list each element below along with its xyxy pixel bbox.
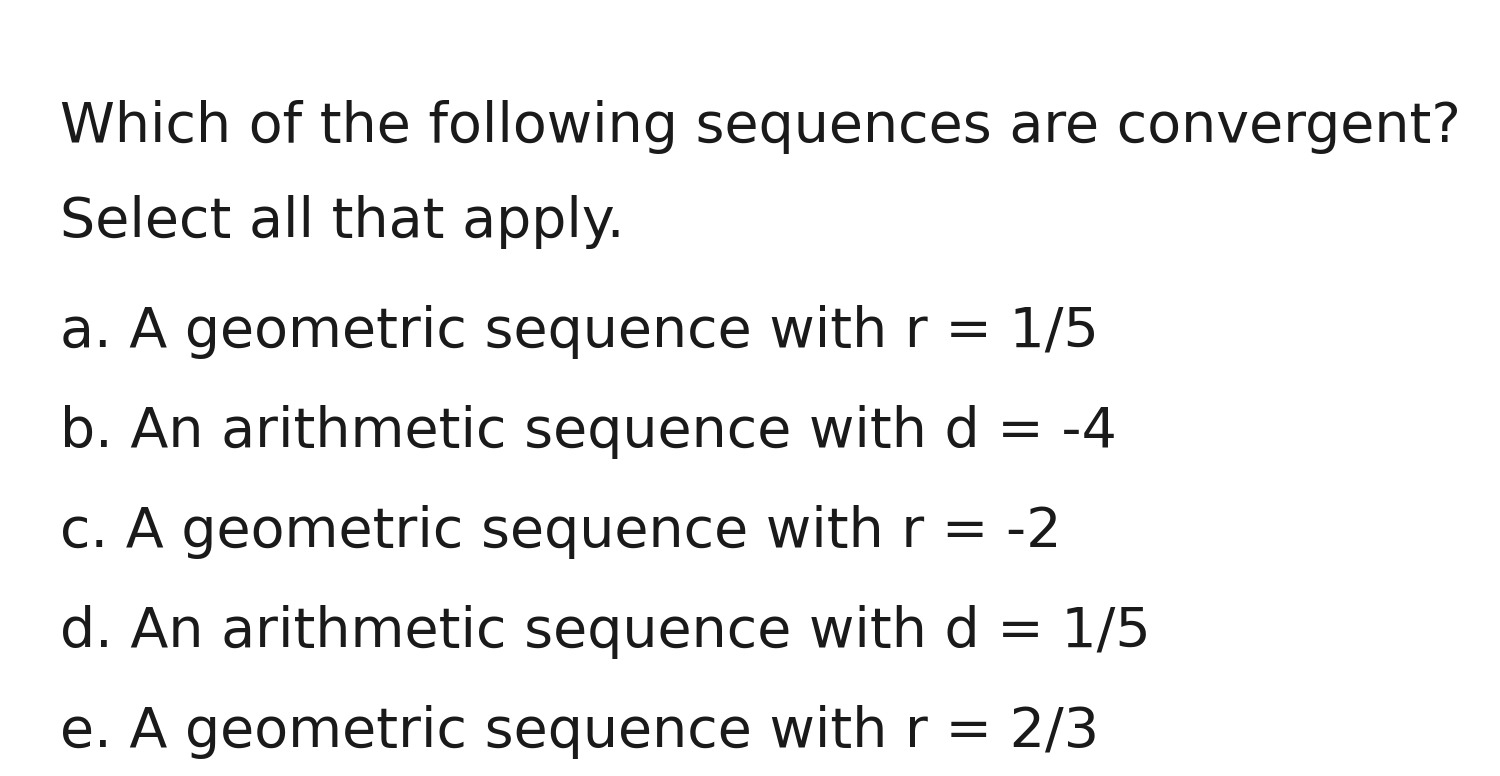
Text: d. An arithmetic sequence with d = 1/5: d. An arithmetic sequence with d = 1/5 <box>60 605 1150 659</box>
Text: Select all that apply.: Select all that apply. <box>60 195 624 249</box>
Text: e. A geometric sequence with r = 2/3: e. A geometric sequence with r = 2/3 <box>60 705 1100 759</box>
Text: Which of the following sequences are convergent?: Which of the following sequences are con… <box>60 100 1461 154</box>
Text: c. A geometric sequence with r = -2: c. A geometric sequence with r = -2 <box>60 505 1062 559</box>
Text: a. A geometric sequence with r = 1/5: a. A geometric sequence with r = 1/5 <box>60 305 1100 359</box>
Text: b. An arithmetic sequence with d = -4: b. An arithmetic sequence with d = -4 <box>60 405 1118 459</box>
